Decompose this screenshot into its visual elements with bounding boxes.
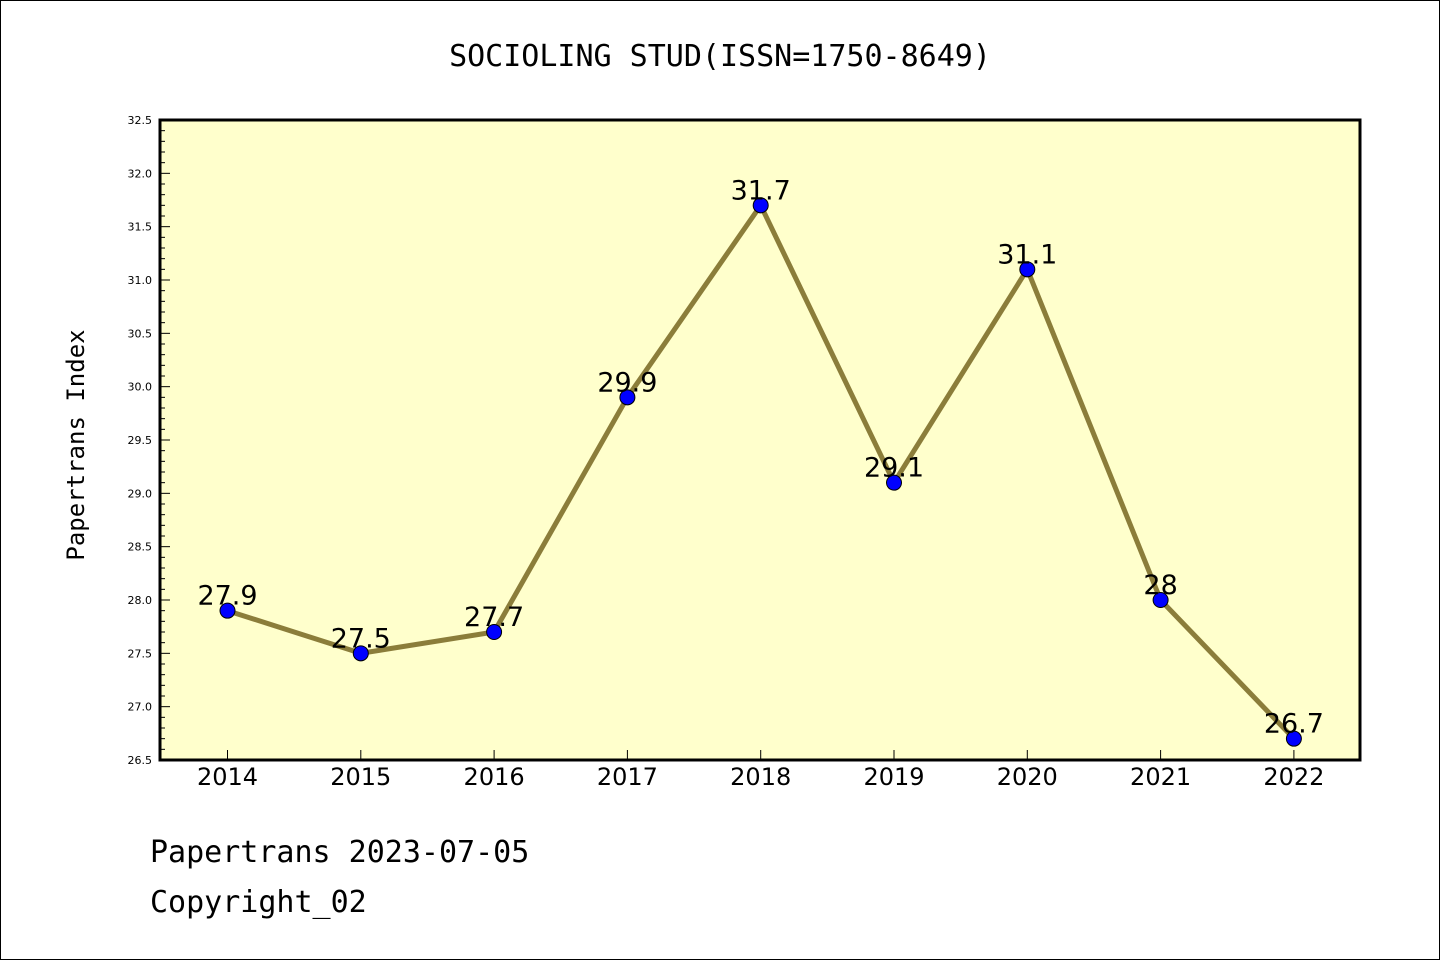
y-tick-label: 29.0: [128, 487, 153, 500]
y-tick-label: 32.0: [128, 167, 153, 180]
x-tick-label: 2021: [1130, 763, 1191, 791]
x-tick-label: 2015: [330, 763, 391, 791]
data-point: [886, 474, 902, 491]
data-label: 29.9: [597, 367, 657, 398]
data-points: [219, 197, 1302, 747]
y-tick-label: 27.0: [128, 701, 153, 714]
data-label: 27.7: [464, 602, 524, 633]
footer-date: Papertrans 2023-07-05: [150, 835, 530, 870]
y-tick-label: 31.5: [128, 221, 153, 234]
data-label: 31.7: [731, 175, 791, 206]
chart-title: SOCIOLING STUD(ISSN=1750-8649): [449, 39, 991, 74]
data-label: 29.1: [864, 453, 924, 484]
x-tick-label: 2016: [464, 763, 525, 791]
data-point: [752, 197, 769, 214]
data-label: 31.1: [997, 239, 1057, 270]
y-tick-label: 31.0: [128, 274, 153, 287]
x-tick-label: 2022: [1263, 763, 1324, 791]
data-point: [1285, 730, 1302, 747]
data-point: [352, 645, 369, 662]
footer-copyright: Copyright_02: [150, 885, 367, 920]
y-tick-label: 28.5: [128, 541, 153, 554]
data-labels: 27.9 27.5 27.7 29.9 31.7 29.1 31.1 28 26.7: [197, 175, 1324, 739]
data-point: [219, 602, 236, 619]
data-point: [619, 389, 636, 406]
y-tick-label: 30.5: [128, 327, 153, 340]
y-tick-label: 27.5: [128, 647, 153, 660]
data-label: 28: [1143, 570, 1177, 601]
y-axis: 26.5 27.0 27.5 28.0 28.5 29.0 29.5 30.0 30.5 31.0…: [128, 114, 170, 767]
x-tick-label: 2020: [997, 763, 1058, 791]
x-tick-label: 2019: [863, 763, 924, 791]
y-tick-label: 26.5: [128, 754, 153, 767]
x-tick-label: 2014: [197, 763, 258, 791]
y-tick-label: 28.0: [128, 594, 153, 607]
data-point: [1152, 592, 1169, 608]
y-tick-label: 30.0: [128, 381, 153, 394]
data-label: 26.7: [1264, 709, 1324, 740]
y-tick-label: 29.5: [128, 434, 153, 447]
y-tick-label: 32.5: [128, 114, 153, 127]
plot-area: [158, 118, 1362, 762]
y-axis-label: Papertrans Index: [62, 329, 90, 560]
x-tick-label: 2018: [730, 763, 791, 791]
data-label: 27.5: [331, 623, 391, 654]
data-point: [1019, 261, 1036, 278]
data-label: 27.9: [197, 581, 257, 612]
x-tick-label: 2017: [597, 763, 658, 791]
x-axis: 2014 2015 2016 2017 2018 2019 2020 2021 2022: [197, 750, 1324, 791]
data-point: [486, 624, 503, 640]
